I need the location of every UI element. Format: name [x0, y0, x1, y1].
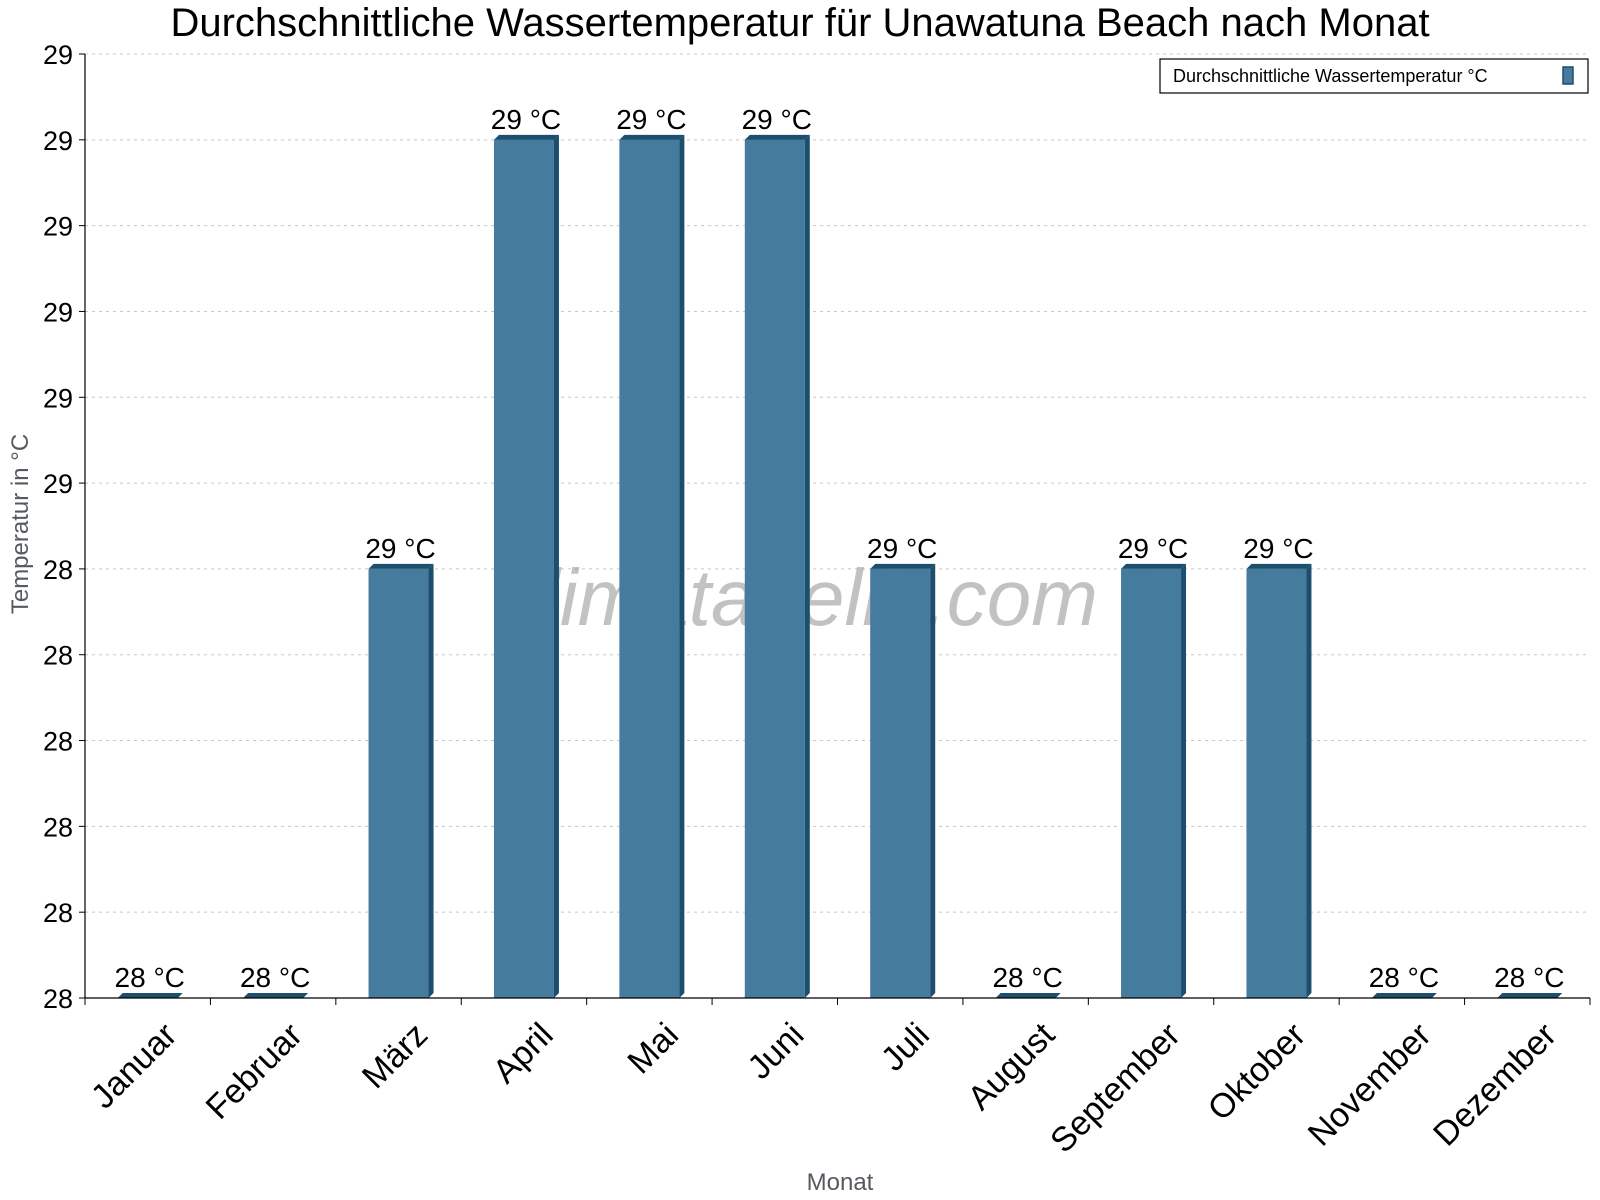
data-label: 28 °C	[1369, 962, 1439, 993]
x-tick-label: Juni	[740, 1016, 811, 1087]
y-tick-label: 29	[43, 383, 73, 413]
x-tick-label: Mai	[620, 1016, 686, 1082]
bar	[1246, 563, 1312, 998]
bar-side	[930, 563, 936, 998]
data-label: 29 °C	[1243, 533, 1313, 564]
bar-top	[619, 134, 685, 140]
bar	[870, 563, 936, 998]
y-tick-label: 29	[43, 297, 73, 327]
x-tick-label: Februar	[199, 1016, 310, 1127]
axes	[84, 54, 1591, 1005]
bar	[744, 134, 810, 998]
bar-front	[1246, 568, 1307, 998]
bar-side	[553, 134, 559, 998]
bar-top	[493, 134, 559, 140]
y-tick-label: 28	[43, 812, 73, 842]
x-tick-label: November	[1301, 1016, 1439, 1154]
y-tick-label: 29	[43, 469, 73, 499]
x-tick-label: Juli	[874, 1016, 937, 1079]
legend-label: Durchschnittliche Wassertemperatur °C	[1173, 66, 1488, 86]
y-tick-label: 29	[43, 126, 73, 156]
x-tick-label: April	[486, 1016, 561, 1091]
data-label: 28 °C	[992, 962, 1062, 993]
bar-front	[493, 139, 554, 998]
bar	[995, 993, 1061, 998]
bar-side	[804, 134, 810, 998]
bar-top	[243, 993, 309, 998]
data-label: 28 °C	[115, 962, 185, 993]
data-label: 28 °C	[240, 962, 310, 993]
bar-top	[1497, 993, 1563, 998]
data-labels: 28 °C 28 °C 29 °C 29 °C 29 °C 29 °C 29 °C 28 °C…	[115, 104, 1565, 993]
bar-front	[619, 139, 680, 998]
bar-front	[870, 568, 931, 998]
y-tick-label: 28	[43, 898, 73, 928]
y-tick-label: 28	[43, 727, 73, 757]
y-tick-labels: 28 28 28 28 28 28 29 29 29 29 29 29	[43, 40, 85, 1014]
bar	[493, 134, 559, 998]
bar-front	[368, 568, 429, 998]
bar-top	[1371, 993, 1437, 998]
bars	[117, 134, 1563, 998]
bar	[619, 134, 685, 998]
x-tick-labels: Januar Februar März April Mai Juni Juli AugustS…	[84, 1015, 1564, 1160]
y-tick-label: 28	[43, 641, 73, 671]
bar	[368, 563, 434, 998]
bar-top	[1121, 563, 1187, 569]
bar	[243, 993, 309, 998]
bar-side	[1306, 563, 1312, 998]
y-tick-label: 28	[43, 555, 73, 585]
chart-title: Durchschnittliche Wassertemperatur für U…	[170, 1, 1429, 45]
data-label: 28 °C	[1494, 962, 1564, 993]
bar	[117, 993, 183, 998]
bar-top	[117, 993, 183, 998]
x-tick-label: August	[961, 1015, 1063, 1117]
x-tick-label: Januar	[84, 1016, 184, 1116]
bar	[1371, 993, 1437, 998]
x-tick-label: März	[355, 1016, 435, 1096]
data-label: 29 °C	[867, 533, 937, 564]
data-label: 29 °C	[742, 104, 812, 135]
y-tick-label: 28	[43, 984, 73, 1014]
x-tick-label: Oktober	[1201, 1016, 1313, 1128]
y-axis-title: Temperatur in °C	[7, 434, 34, 614]
x-axis-title: Monat	[807, 1169, 874, 1196]
bar-side	[679, 134, 685, 998]
y-tick-label: 29	[43, 40, 73, 70]
y-tick-label: 29	[43, 212, 73, 242]
grid-lines	[85, 53, 1590, 913]
data-label: 29 °C	[491, 104, 561, 135]
legend-swatch	[1562, 66, 1574, 85]
data-label: 29 °C	[616, 104, 686, 135]
bar-top	[995, 993, 1061, 998]
bar-top	[744, 134, 810, 140]
bar-side	[1181, 563, 1187, 998]
bar-side	[428, 563, 434, 998]
x-tick-label: September	[1043, 1016, 1187, 1160]
data-label: 29 °C	[1118, 533, 1188, 564]
bar-top	[368, 563, 434, 569]
bar	[1121, 563, 1187, 998]
bar-top	[870, 563, 936, 569]
bar-front	[744, 139, 805, 998]
legend-box	[1159, 58, 1589, 94]
bar-front	[1121, 568, 1182, 998]
bar-top	[1246, 563, 1312, 569]
legend: Durchschnittliche Wassertemperatur °C	[1159, 58, 1589, 94]
x-tick-label: Dezember	[1426, 1016, 1564, 1154]
bar	[1497, 993, 1563, 998]
data-label: 29 °C	[365, 533, 435, 564]
